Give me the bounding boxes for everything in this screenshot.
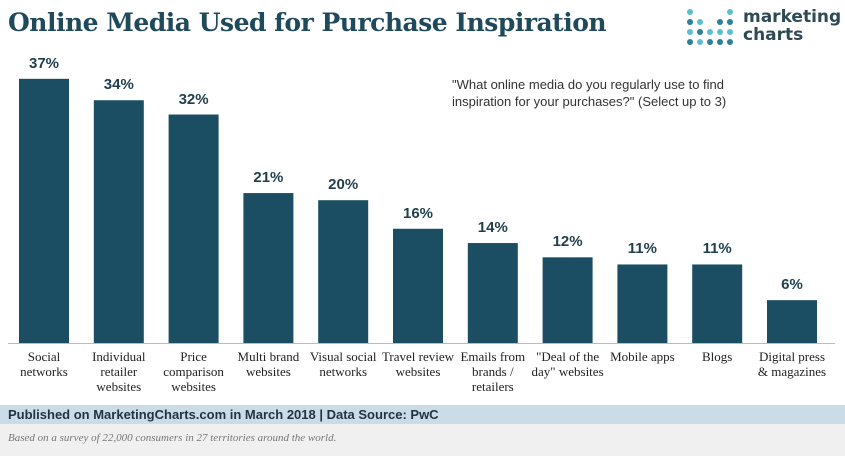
value-label: 20% bbox=[328, 176, 359, 194]
value-label: 16% bbox=[402, 204, 434, 222]
x-tick-label: Visual social networks bbox=[309, 349, 377, 379]
value-label: 37% bbox=[28, 54, 60, 72]
bar bbox=[467, 243, 518, 343]
x-tick-label: Individual retailer websites bbox=[92, 349, 146, 394]
chart-title: Online Media Used for Purchase Inspirati… bbox=[8, 8, 607, 37]
bar bbox=[318, 200, 369, 343]
bar bbox=[617, 264, 668, 343]
bar bbox=[168, 114, 219, 344]
bar bbox=[93, 100, 144, 344]
value-label: 14% bbox=[477, 219, 508, 237]
x-tick-label: Multi brand websites bbox=[237, 349, 300, 379]
value-label: 34% bbox=[103, 76, 134, 94]
x-tick-label: "Deal of the day" websites bbox=[531, 349, 604, 379]
x-tick-label: Social networks bbox=[20, 349, 68, 379]
bar bbox=[542, 257, 593, 343]
source: Published on MarketingCharts.com in Marc… bbox=[0, 405, 845, 424]
x-tick-label: Emails from brands / retailers bbox=[460, 349, 526, 394]
value-label: 32% bbox=[178, 90, 209, 108]
value-label: 11% bbox=[702, 240, 732, 258]
value-label: 12% bbox=[552, 233, 583, 251]
bar bbox=[243, 193, 294, 343]
value-label: 6% bbox=[781, 276, 803, 294]
x-tick-label: Blogs bbox=[702, 349, 733, 364]
x-tick-label: Digital press & magazines bbox=[757, 349, 827, 379]
bar bbox=[767, 300, 817, 343]
x-tick-label: Price comparison websites bbox=[163, 349, 224, 394]
bar bbox=[19, 78, 69, 343]
note: Based on a survey of 22,000 consumers in… bbox=[0, 424, 845, 456]
bar bbox=[692, 264, 743, 343]
x-tick-label: Travel review websites bbox=[381, 349, 455, 379]
logo-icon bbox=[687, 9, 733, 45]
value-label: 21% bbox=[253, 169, 284, 187]
logo: marketing charts bbox=[743, 7, 842, 45]
subtitle: "What online media do you regularly use … bbox=[452, 77, 727, 109]
bar bbox=[393, 228, 443, 343]
x-tick-label: Mobile apps bbox=[610, 349, 675, 364]
value-label: 11% bbox=[627, 240, 657, 258]
